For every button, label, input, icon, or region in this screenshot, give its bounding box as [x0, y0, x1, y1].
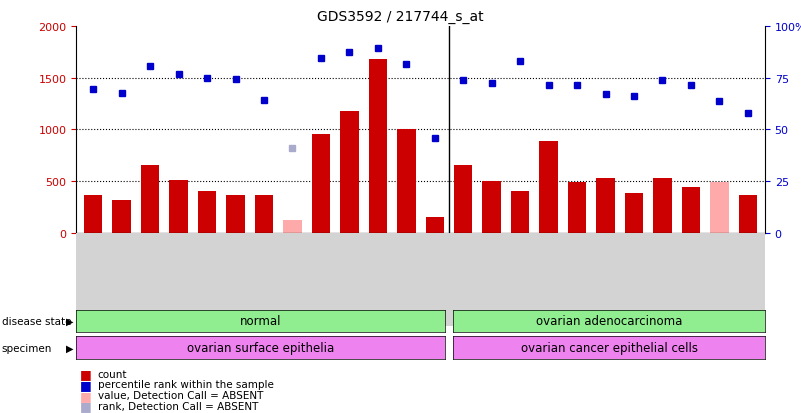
Bar: [340, 112, 359, 233]
Text: ovarian adenocarcinoma: ovarian adenocarcinoma: [536, 315, 682, 328]
Bar: [511, 192, 529, 233]
Bar: [682, 188, 700, 233]
Text: value, Detection Call = ABSENT: value, Detection Call = ABSENT: [98, 390, 263, 400]
Bar: [226, 195, 245, 233]
Bar: [284, 221, 302, 233]
Bar: [425, 217, 444, 233]
Bar: [198, 192, 216, 233]
Bar: [312, 134, 330, 233]
Bar: [654, 178, 672, 233]
Bar: [397, 130, 416, 233]
Text: ■: ■: [80, 389, 92, 402]
Bar: [710, 183, 729, 233]
Text: rank, Detection Call = ABSENT: rank, Detection Call = ABSENT: [98, 401, 258, 411]
Text: ovarian cancer epithelial cells: ovarian cancer epithelial cells: [521, 342, 698, 354]
Bar: [84, 195, 103, 233]
Text: count: count: [98, 369, 127, 379]
Bar: [255, 195, 273, 233]
Bar: [596, 178, 615, 233]
Bar: [112, 200, 131, 233]
Bar: [625, 193, 643, 233]
Text: ■: ■: [80, 378, 92, 391]
Bar: [169, 181, 187, 233]
Bar: [454, 165, 473, 233]
Bar: [539, 141, 557, 233]
Bar: [141, 165, 159, 233]
Text: percentile rank within the sample: percentile rank within the sample: [98, 380, 274, 389]
Text: ▶: ▶: [66, 343, 73, 353]
Bar: [482, 182, 501, 233]
Text: specimen: specimen: [2, 343, 52, 353]
Text: normal: normal: [240, 315, 281, 328]
Text: ovarian surface epithelia: ovarian surface epithelia: [187, 342, 334, 354]
Bar: [368, 60, 387, 233]
Bar: [568, 183, 586, 233]
Text: GDS3592 / 217744_s_at: GDS3592 / 217744_s_at: [317, 10, 484, 24]
Text: ■: ■: [80, 399, 92, 413]
Text: disease state: disease state: [2, 316, 71, 326]
Bar: [739, 195, 757, 233]
Text: ■: ■: [80, 367, 92, 380]
Text: ▶: ▶: [66, 316, 73, 326]
